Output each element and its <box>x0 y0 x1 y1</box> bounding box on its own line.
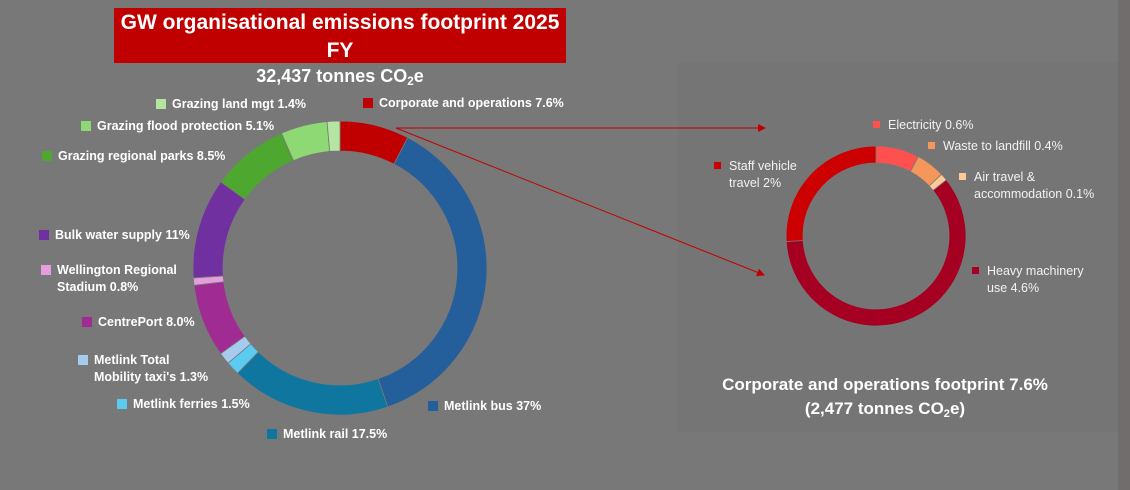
swatch-heavy-machinery <box>972 267 979 274</box>
breakdown-title-line2: (2,477 tonnes CO2e) <box>690 397 1080 421</box>
slice-land-mgt <box>326 120 341 152</box>
label-flood-protection: Grazing flood protection 5.1% <box>81 118 274 135</box>
slice-staff-vehicle <box>785 145 877 242</box>
label-land-mgt: Grazing land mgt 1.4% <box>156 96 306 113</box>
label-stadium: Wellington Regional Stadium 0.8% <box>41 262 177 296</box>
corporate-breakdown-donut <box>785 145 967 327</box>
page-edge <box>1118 0 1130 490</box>
title-subscript: 2 <box>943 408 950 420</box>
label-text: Heavy machinery <box>987 264 1084 278</box>
title-suffix: e) <box>949 399 966 418</box>
label-regional-parks: Grazing regional parks 8.5% <box>42 148 225 165</box>
label-text: Waste to landfill 0.4% <box>943 139 1063 153</box>
label-electricity: Electricity 0.6% <box>873 117 973 134</box>
label-text: CentrePort 8.0% <box>98 315 195 329</box>
label-bus: Metlink bus 37% <box>428 398 541 415</box>
swatch-corporate <box>363 98 373 108</box>
subtitle-prefix: 32,437 tonnes CO <box>256 66 408 86</box>
slice-bus <box>377 137 488 408</box>
swatch-bulk-water <box>39 230 49 240</box>
label-text: Grazing regional parks 8.5% <box>58 149 226 163</box>
label-text: Metlink ferries 1.5% <box>133 397 250 411</box>
breakdown-panel <box>678 62 1118 432</box>
slice-heavy-machinery <box>785 179 967 327</box>
swatch-flood-protection <box>81 121 91 131</box>
label-text: Staff vehicle <box>729 159 797 173</box>
label-text: accommodation 0.1% <box>974 187 1095 201</box>
swatch-electricity <box>873 121 880 128</box>
label-text: Wellington Regional <box>57 263 177 277</box>
label-text: Electricity 0.6% <box>888 118 974 132</box>
connector-arrow-bottom <box>395 127 765 277</box>
subtitle-suffix: e <box>413 66 424 86</box>
title-prefix: (2,477 tonnes CO <box>804 399 944 418</box>
swatch-staff-vehicle <box>714 162 721 169</box>
label-rail: Metlink rail 17.5% <box>267 426 387 443</box>
label-staff-vehicle: Staff vehicle travel 2% <box>714 158 797 192</box>
slice-regional-parks <box>220 132 294 201</box>
swatch-total-mobility <box>78 355 88 365</box>
label-text: use 4.6% <box>987 281 1040 295</box>
slice-rail <box>236 351 389 416</box>
label-text: Bulk water supply 11% <box>55 228 190 242</box>
chart-title-box: GW organisational emissions footprint 20… <box>114 8 566 87</box>
label-text: Grazing flood protection 5.1% <box>97 119 275 133</box>
label-ferries: Metlink ferries 1.5% <box>117 396 250 413</box>
label-text: travel 2% <box>729 176 782 190</box>
main-donut <box>192 120 488 416</box>
swatch-bus <box>428 401 438 411</box>
subtitle-subscript: 2 <box>407 75 414 88</box>
chart-subtitle: 32,437 tonnes CO2e <box>114 65 566 87</box>
label-bulk-water: Bulk water supply 11% <box>39 227 190 244</box>
slice-bulk-water <box>192 181 246 279</box>
swatch-land-mgt <box>156 99 166 109</box>
breakdown-title-line1: Corporate and operations footprint 7.6% <box>722 375 1048 394</box>
label-heavy-machinery: Heavy machinery use 4.6% <box>972 263 1084 297</box>
label-air-travel: Air travel & accommodation 0.1% <box>959 169 1094 203</box>
swatch-ferries <box>117 399 127 409</box>
swatch-waste <box>928 142 935 149</box>
swatch-rail <box>267 429 277 439</box>
label-centreport: CentrePort 8.0% <box>82 314 195 331</box>
swatch-centreport <box>82 317 92 327</box>
swatch-air-travel <box>959 173 966 180</box>
label-waste: Waste to landfill 0.4% <box>928 138 1063 155</box>
chart-title: GW organisational emissions footprint 20… <box>120 11 560 62</box>
label-text: Metlink Total <box>94 353 170 367</box>
swatch-stadium <box>41 265 51 275</box>
label-corporate: Corporate and operations 7.6% <box>363 95 564 112</box>
label-text: Grazing land mgt 1.4% <box>172 97 307 111</box>
label-text: Air travel & <box>974 170 1036 184</box>
label-text: Metlink bus 37% <box>444 399 542 413</box>
breakdown-title: Corporate and operations footprint 7.6% … <box>690 373 1080 421</box>
label-text: Stadium 0.8% <box>57 280 139 294</box>
swatch-regional-parks <box>42 151 52 161</box>
label-text: Mobility taxi's 1.3% <box>94 370 209 384</box>
label-text: Corporate and operations 7.6% <box>379 96 564 110</box>
label-text: Metlink rail 17.5% <box>283 427 388 441</box>
label-total-mobility: Metlink Total Mobility taxi's 1.3% <box>78 352 208 386</box>
